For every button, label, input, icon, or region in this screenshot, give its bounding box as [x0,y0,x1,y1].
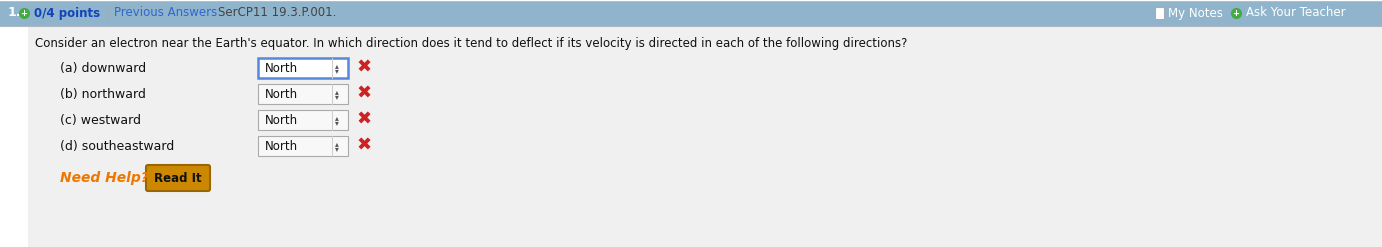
FancyBboxPatch shape [258,84,348,104]
Text: ✖: ✖ [357,85,372,103]
Text: North: North [265,87,299,101]
Text: (d) southeastward: (d) southeastward [59,140,174,152]
Text: Read It: Read It [155,171,202,185]
Text: ▴: ▴ [334,114,339,123]
Text: ✖: ✖ [357,111,372,129]
Text: Previous Answers: Previous Answers [113,6,217,20]
Text: ▾: ▾ [334,144,339,153]
Text: 1.: 1. [8,6,22,20]
Text: ▾: ▾ [334,119,339,127]
Text: My Notes: My Notes [1168,6,1223,20]
Text: Ask Your Teacher: Ask Your Teacher [1247,6,1346,20]
Text: Need Help?: Need Help? [59,171,149,185]
FancyBboxPatch shape [258,136,348,156]
Text: North: North [265,140,299,152]
Text: North: North [265,62,299,75]
Text: |: | [105,6,109,20]
Text: ▾: ▾ [334,66,339,76]
Text: ▾: ▾ [334,92,339,102]
Bar [0,26,1382,247]
FancyBboxPatch shape [258,110,348,130]
Text: 0/4 points: 0/4 points [35,6,100,20]
Text: ▴: ▴ [334,87,339,97]
Text: ▴: ▴ [334,62,339,70]
Text: ✖: ✖ [357,59,372,77]
Text: (b) northward: (b) northward [59,87,146,101]
FancyBboxPatch shape [146,165,210,191]
Bar [0,26,28,247]
Text: ✖: ✖ [357,137,372,155]
Text: SerCP11 19.3.P.001.: SerCP11 19.3.P.001. [218,6,336,20]
Bar [0,0,1382,26]
Text: North: North [265,114,299,126]
Bar [1155,7,1164,19]
Text: +: + [1233,8,1240,18]
Text: +: + [21,8,28,18]
Text: (a) downward: (a) downward [59,62,146,75]
Text: ▴: ▴ [334,140,339,148]
Text: Consider an electron near the Earth's equator. In which direction does it tend t: Consider an electron near the Earth's eq… [35,38,908,50]
FancyBboxPatch shape [258,58,348,78]
Text: (c) westward: (c) westward [59,114,141,126]
